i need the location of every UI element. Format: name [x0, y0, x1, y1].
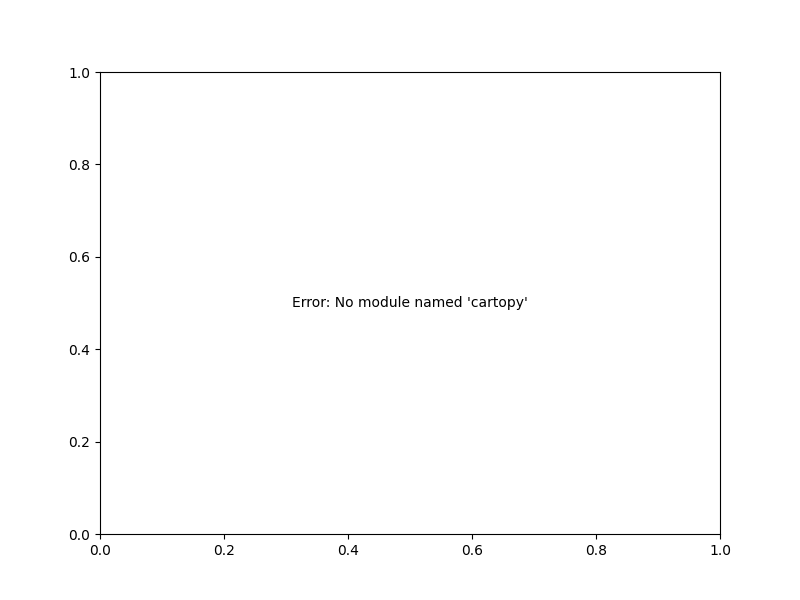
Text: Error: No module named 'cartopy': Error: No module named 'cartopy': [292, 296, 528, 310]
